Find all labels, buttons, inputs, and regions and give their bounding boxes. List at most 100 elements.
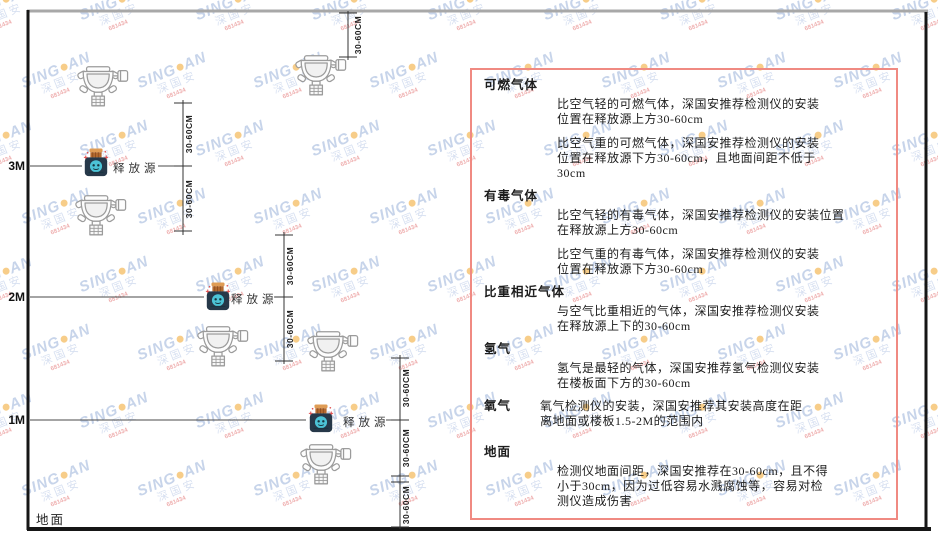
watermark-cn-text: 深国安 [329,137,374,165]
dimension-label: 30-60CM [353,15,363,55]
watermark-dot-icon [349,402,359,412]
watermark-dot-icon [407,198,417,208]
watermark-red-text: 681434 [340,291,361,305]
watermark-red-text: 681434 [0,19,13,33]
watermark-dot-icon [233,402,243,412]
watermark-cn-text: 深国安 [561,1,606,29]
watermark-dot-icon [233,0,243,4]
watermark-dot-icon [117,130,127,140]
watermark-red-text: 681434 [920,19,938,33]
watermark-dot-icon [233,130,243,140]
watermark-dot-icon [1,0,11,4]
watermark-cn-text: 深国安 [329,1,374,29]
height-label-2m: 2M [8,290,25,304]
paragraph-line: 比空气轻的可燃气体，深国安推荐检测仪的安装 [557,97,820,111]
paragraph-line: 小于30cm，因为过低容易水溅腐蚀等，容易对检 [557,479,824,493]
watermark-cn-text: 深国安 [387,341,432,369]
watermark-dot-icon [59,334,69,344]
watermark-dot-icon [813,0,823,4]
watermark-cn-text: 深国安 [387,69,432,97]
watermark-dot-icon [175,470,185,480]
paragraph-line: 检测仪地面间距，深国安推荐在30-60cm，且不得 [557,464,829,478]
paragraph-line: 与空气比重相近的气体，深国安推荐检测仪安装 [557,304,820,318]
watermark-dot-icon [59,62,69,72]
paragraph-line: 氧气检测仪的安装，深国安推荐其安装高度在距 [540,399,803,413]
paragraph-line: 位置在释放源下方30-60cm [557,262,704,276]
watermark-cn-text: 深国安 [97,1,142,29]
paragraph-line: 在释放源上下的30-60cm [557,319,691,333]
watermark-dot-icon [175,334,185,344]
section-heading: 比重相近气体 [484,285,566,299]
gas-detector-icon [292,54,348,97]
paragraph-line: 30cm [557,166,586,180]
watermark-red-text: 681434 [920,291,938,305]
section-paragraph: 氧气检测仪的安装，深国安推荐其安装高度在距 离地面或楼板1.5-2M的范围内 [540,399,803,429]
watermark-red-text: 681434 [166,495,187,509]
dimension-label: 30-60CM [184,114,194,154]
installation-guidelines-panel: 可燃气体 比空气轻的可燃气体，深国安推荐检测仪的安装 位置在释放源上方30-60cm… [470,68,898,520]
gas-detector-icon [297,443,353,486]
watermark-cn-text: 深国安 [213,137,258,165]
dimension-label: 30-60CM [401,368,411,408]
height-label-1m: 1M [8,413,25,427]
watermark-red-text: 681434 [50,495,71,509]
watermark-red-text: 681434 [398,87,419,101]
watermark-red-text: 681434 [224,19,245,33]
release-source-icon [307,404,335,434]
watermark-dot-icon [929,266,938,276]
watermark-red-text: 681434 [166,223,187,237]
dimension-label: 30-60CM [184,179,194,219]
watermark-dot-icon [233,266,243,276]
watermark-red-text: 681434 [920,155,938,169]
watermark-dot-icon [465,0,475,4]
watermark-cn-text: 深国安 [909,137,938,165]
paragraph-line: 比空气轻的有毒气体，深国安推荐检测仪的安装位置 [557,208,845,222]
watermark-dot-icon [1,402,11,412]
watermark-red-text: 681434 [572,19,593,33]
paragraph-line: 氢气是最轻的气体，深国安推荐氢气检测仪安装 [557,361,820,375]
watermark-dot-icon [581,0,591,4]
dimension-label: 30-60CM [285,309,295,349]
paragraph-line: 离地面或楼板1.5-2M的范围内 [540,414,704,428]
section-paragraph: 氢气是最轻的气体，深国安推荐氢气检测仪安装 在楼板面下方的30-60cm [557,361,886,391]
watermark-dot-icon [349,130,359,140]
guideline-section: 可燃气体 比空气轻的可燃气体，深国安推荐检测仪的安装 位置在释放源上方30-60cm… [484,78,886,181]
watermark-dot-icon [407,62,417,72]
release-source-label: 释放源 [343,417,390,429]
watermark-cn-text: 深国安 [677,1,722,29]
gas-detector-icon [74,65,130,108]
paragraph-line: 在释放源上方30-60cm [557,223,679,237]
watermark-red-text: 681434 [688,19,709,33]
watermark-dot-icon [117,402,127,412]
watermark-dot-icon [929,130,938,140]
